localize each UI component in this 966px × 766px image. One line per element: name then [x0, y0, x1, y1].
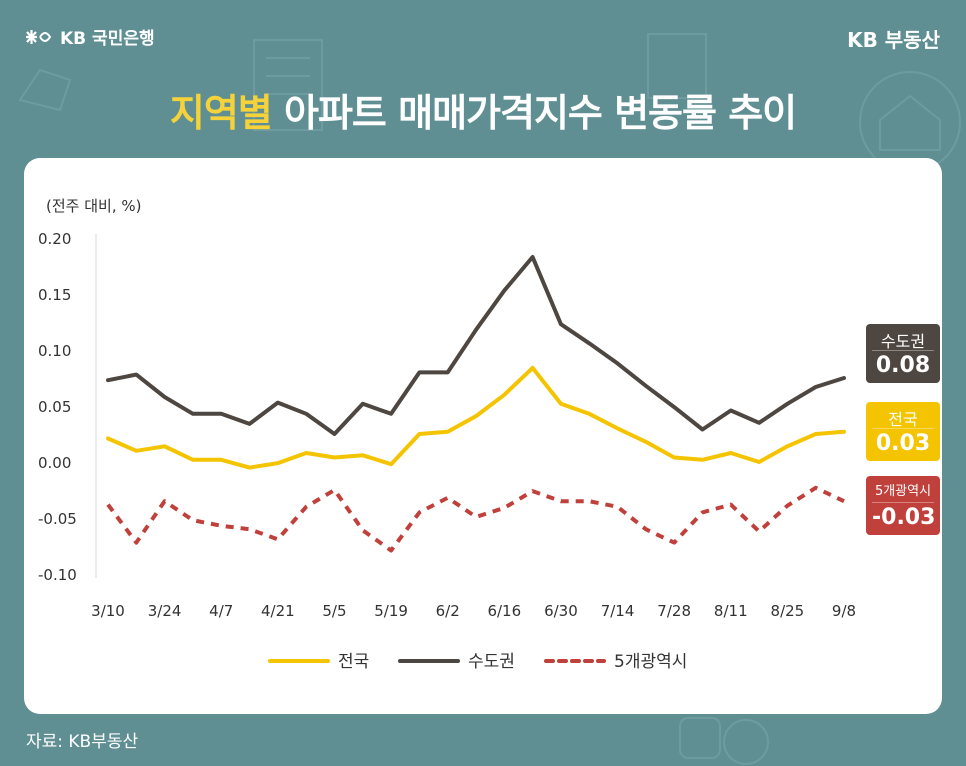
- y-tick-label: 0.00: [38, 454, 71, 472]
- x-tick-label: 3/10: [91, 602, 125, 620]
- callout-nationwide-name: 전국: [888, 410, 918, 429]
- y-tick-label: -0.10: [38, 566, 77, 584]
- legend-capital-label: 수도권: [468, 652, 515, 672]
- bank-name: KB 국민은행: [60, 29, 155, 49]
- y-tick-label: -0.05: [38, 510, 77, 528]
- callout-metro5-value: -0.03: [872, 502, 935, 535]
- callout-capital-value: 0.08: [872, 350, 934, 383]
- star-icon: [26, 29, 52, 44]
- chart-card: (전주 대비, %) 0.20 0.15 0.10 0.05 0.00 -0.05 -0.10…: [24, 158, 942, 714]
- page-title: 지역별 아파트 매매가격지수 변동률 추이: [0, 82, 966, 137]
- x-tick-label: 8/25: [771, 602, 805, 620]
- series-line-nationwide: [106, 365, 846, 470]
- y-tick-label: 0.10: [38, 342, 71, 360]
- kb-bank-logo: KB 국민은행: [24, 24, 155, 49]
- x-tick-label: 7/14: [601, 602, 635, 620]
- callout-capital-name: 수도권: [880, 332, 926, 351]
- x-tick-label: 6/30: [544, 602, 578, 620]
- x-tick-label: 6/16: [487, 602, 521, 620]
- y-tick-label: 0.15: [38, 286, 71, 304]
- callout-nationwide: 전국 0.03: [866, 402, 940, 461]
- title-text: 아파트 매매가격지수 변동률 추이: [271, 91, 797, 135]
- x-tick-label: 5/19: [374, 602, 408, 620]
- line-chart: (전주 대비, %) 0.20 0.15 0.10 0.05 0.00 -0.05 -0.10…: [38, 197, 856, 672]
- x-tick-label: 6/2: [436, 602, 460, 620]
- legend-nationwide-label: 전국: [338, 652, 369, 672]
- y-tick-label: 0.20: [38, 230, 71, 248]
- legend-metro5-label: 5개광역시: [614, 652, 687, 672]
- x-tick-label: 4/7: [209, 602, 233, 620]
- x-tick-label: 9/8: [832, 602, 856, 620]
- x-tick-label: 5/5: [322, 602, 346, 620]
- x-tick-label: 7/28: [657, 602, 691, 620]
- x-tick-label: 3/24: [148, 602, 182, 620]
- y-tick-label: 0.05: [38, 398, 71, 416]
- x-tick-label: 4/21: [261, 602, 295, 620]
- y-axis-title: (전주 대비, %): [46, 197, 141, 215]
- x-tick-label: 8/11: [714, 602, 748, 620]
- callout-nationwide-value: 0.03: [872, 428, 934, 461]
- callout-metro5-name: 5개광역시: [874, 484, 932, 499]
- series-line-capital: [106, 255, 846, 436]
- brand-label: KB 부동산: [847, 28, 940, 52]
- source-note: 자료: KB부동산: [26, 732, 139, 752]
- callout-metro5: 5개광역시 -0.03: [866, 476, 940, 535]
- callout-capital: 수도권 0.08: [866, 324, 940, 383]
- title-highlight: 지역별: [169, 91, 273, 135]
- series-line-metro5: [106, 485, 845, 553]
